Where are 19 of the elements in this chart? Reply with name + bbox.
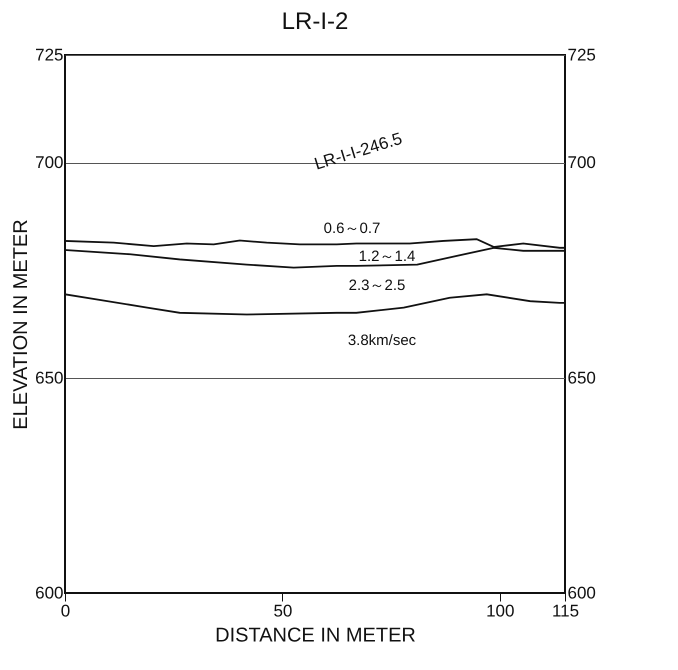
chart-title: LR-I-2 <box>282 8 348 35</box>
x-tick-label: 100 <box>486 602 514 620</box>
y2-tick-label: 725 <box>568 46 596 64</box>
annotation: 0.6～0.7 <box>324 220 380 237</box>
y-axis-title: ELEVATION IN METER <box>10 219 32 430</box>
annotation: 3.8km/sec <box>348 332 417 349</box>
x-axis-title: DISTANCE IN METER <box>215 624 416 646</box>
y-tick-label: 600 <box>35 584 64 602</box>
y2-tick-label: 600 <box>568 584 596 602</box>
y2-tick-label: 650 <box>568 368 596 388</box>
x-tick-label: 50 <box>273 602 292 620</box>
y2-tick-label: 700 <box>568 153 596 172</box>
annotation: 1.2～1.4 <box>358 248 416 265</box>
x-tick-label: 115 <box>552 602 580 620</box>
annotation: 2.3～2.5 <box>348 277 406 294</box>
x-tick-label: 0 <box>60 602 70 620</box>
y-tick-label: 650 <box>35 368 64 388</box>
y-tick-label: 700 <box>35 153 64 172</box>
y-tick-label: 725 <box>35 46 64 64</box>
